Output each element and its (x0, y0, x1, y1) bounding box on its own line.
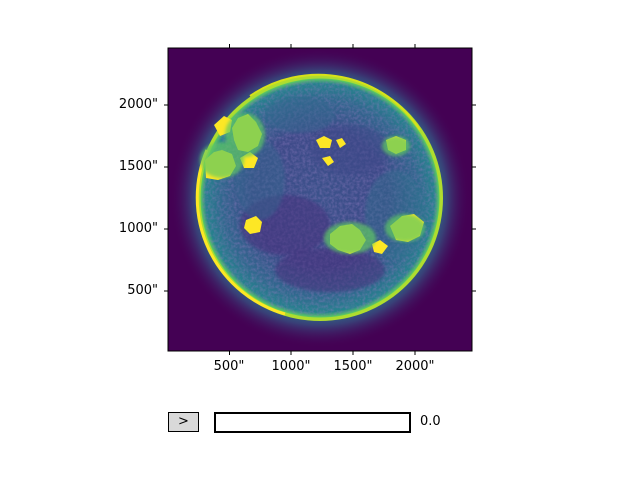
frame-slider[interactable] (214, 412, 411, 433)
y-ticks-right (472, 104, 476, 292)
y-ticks-left (164, 104, 168, 292)
y-tick-label: 1000" (118, 221, 158, 236)
slider-value-label: 0.0 (420, 414, 441, 429)
y-tick-label: 2000" (118, 97, 158, 112)
x-tick-label: 1000" (271, 359, 311, 374)
axes-frame (167, 47, 473, 352)
y-tick-label: 1500" (118, 159, 158, 174)
image-area (168, 48, 472, 351)
play-button[interactable]: > (168, 412, 199, 432)
limb-bright-arc-top (249, 73, 421, 131)
x-tick-label: 1500" (333, 359, 373, 374)
y-tick-label: 500" (127, 283, 158, 298)
x-tick-label: 500" (213, 359, 245, 374)
active-regions-halo (200, 113, 425, 254)
limb-ring (197, 75, 443, 321)
x-ticks-bottom (229, 351, 416, 355)
x-tick-label: 2000" (395, 359, 435, 374)
limb-bright-arc (195, 149, 286, 316)
x-ticks-top (229, 44, 416, 48)
